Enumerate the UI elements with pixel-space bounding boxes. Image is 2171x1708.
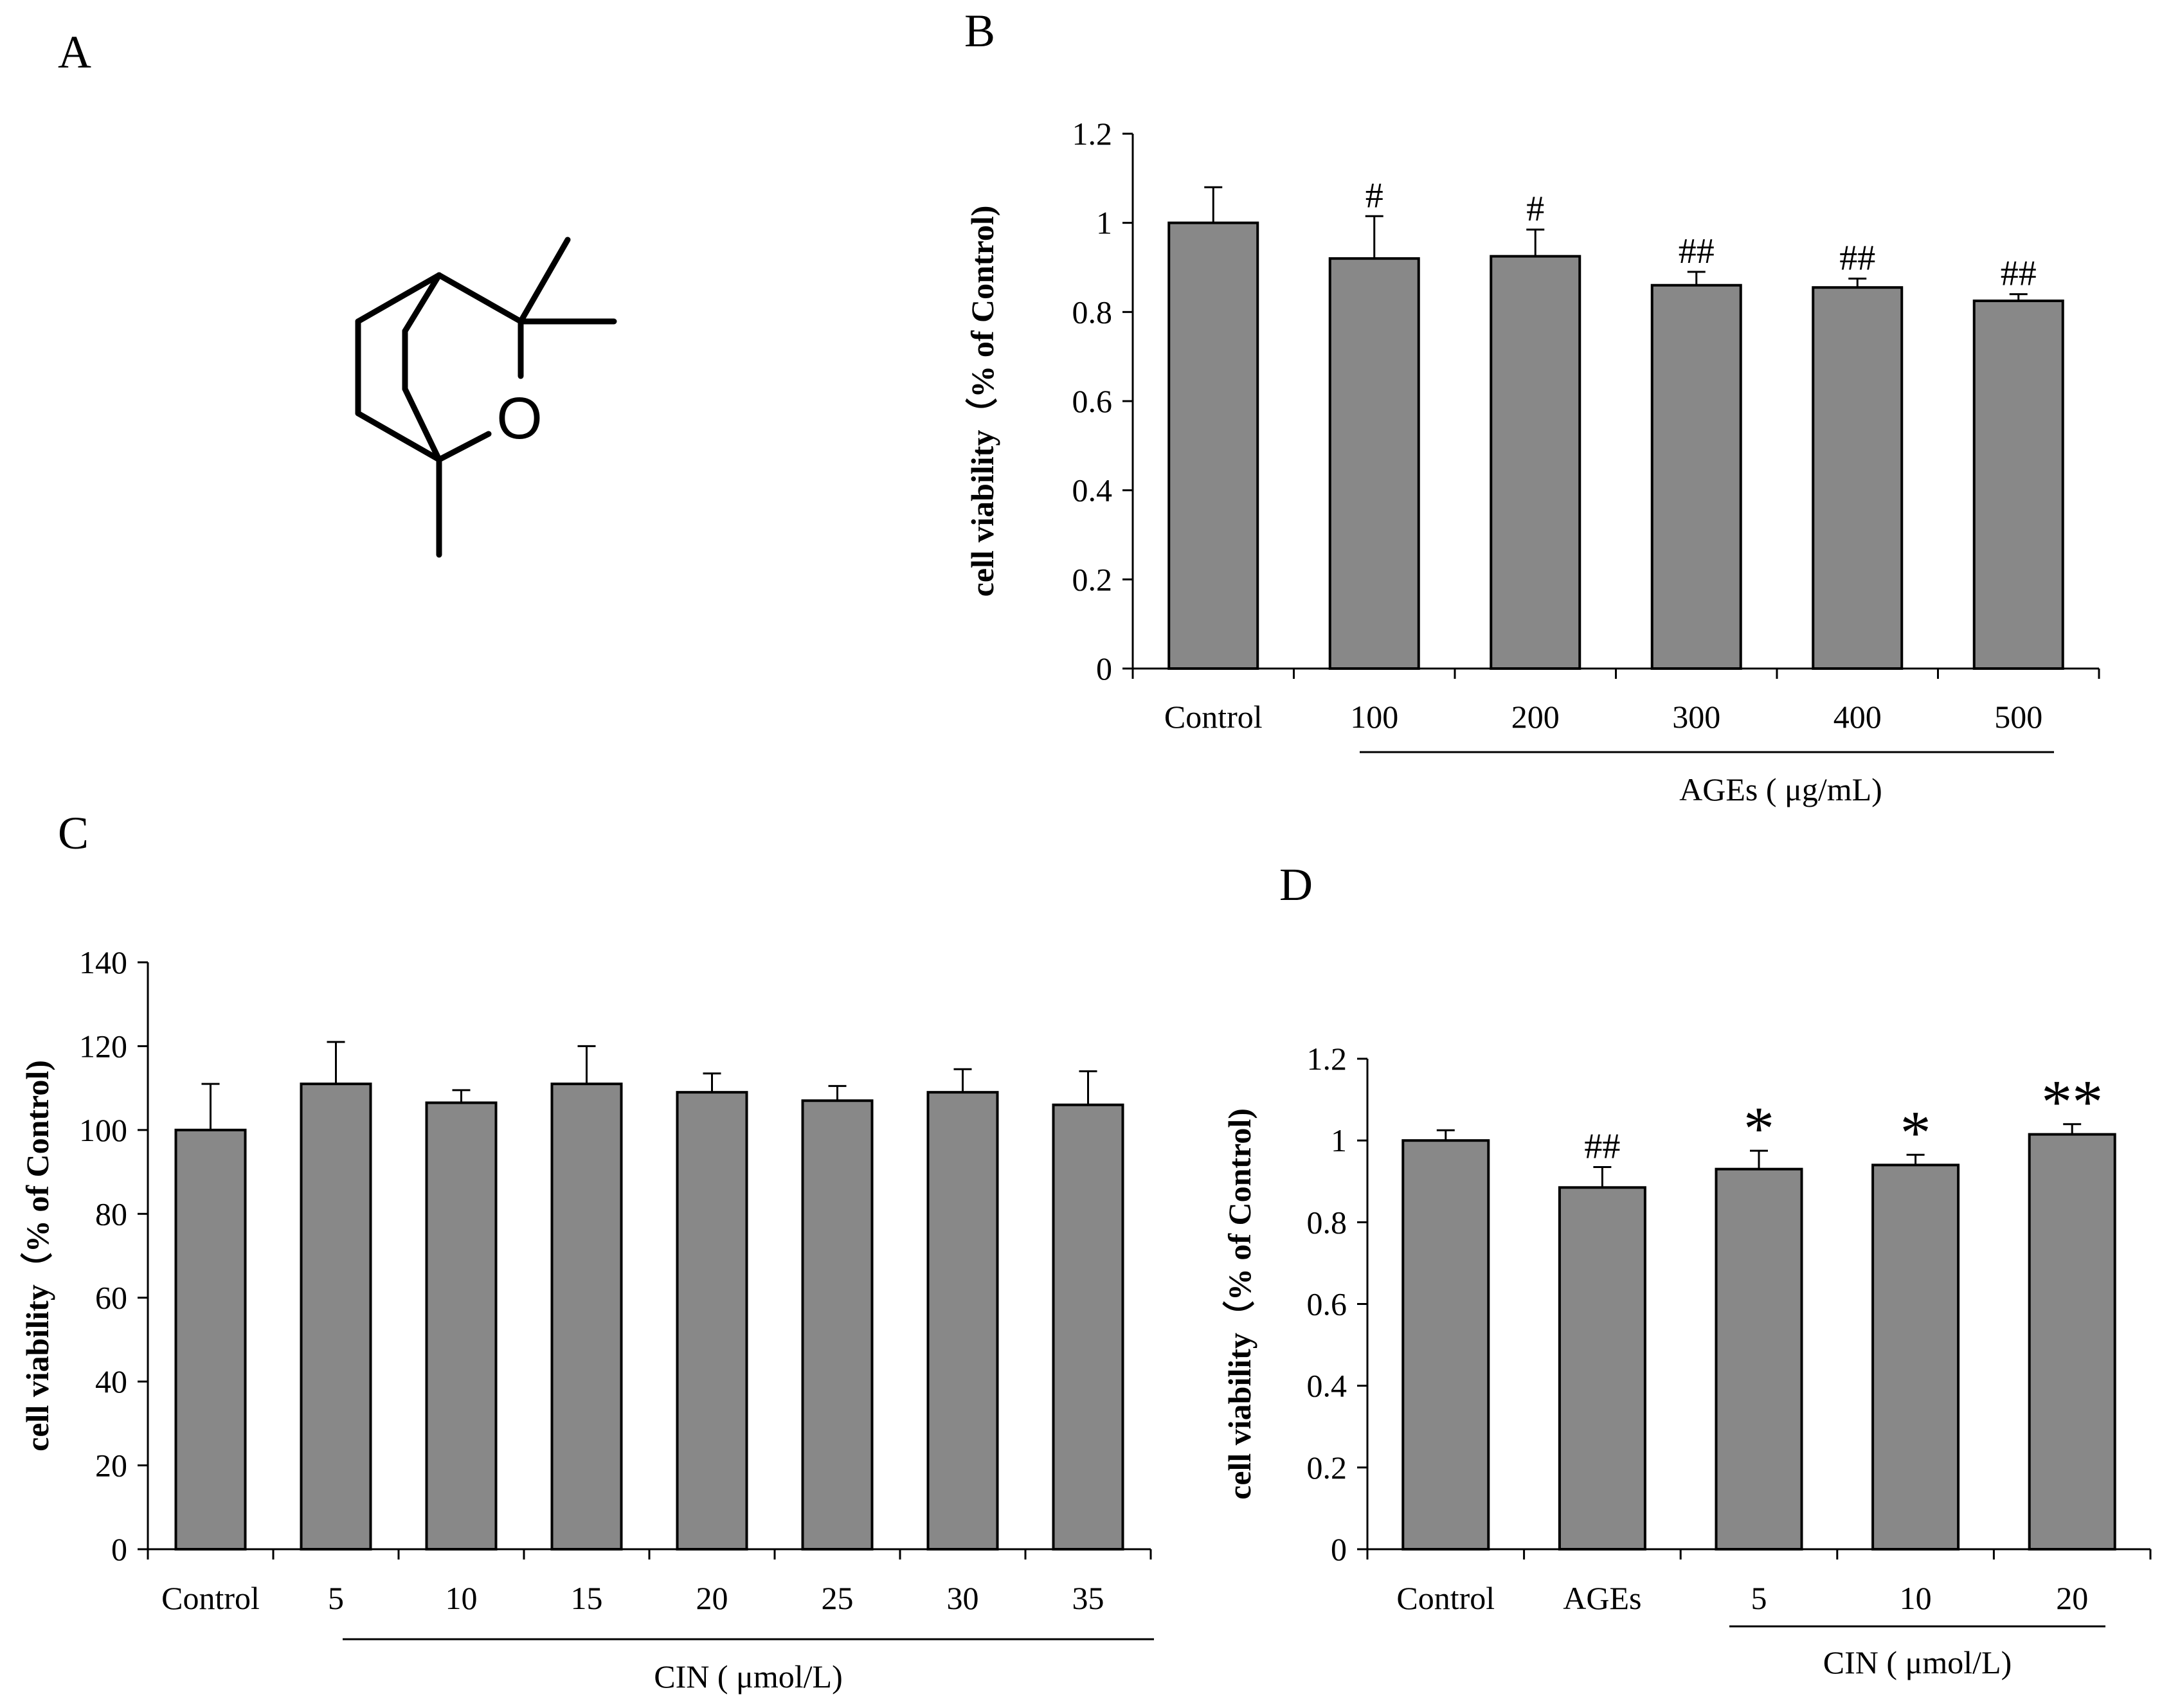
x-tick-label: 5 <box>1751 1580 1767 1616</box>
y-tick-label: 0.4 <box>1072 472 1113 508</box>
significance-mark: ## <box>1584 1126 1620 1166</box>
bond <box>355 410 442 463</box>
x-tick-label: 20 <box>696 1580 728 1616</box>
significance-mark: ## <box>2001 254 2037 294</box>
group-label: CIN ( μmol/L) <box>1823 1644 2012 1680</box>
bar <box>1490 255 1581 670</box>
y-tick-label: 0.8 <box>1072 294 1113 330</box>
x-tick-label: 100 <box>1350 699 1398 735</box>
x-tick-label: 5 <box>328 1580 344 1616</box>
y-tick-label: 80 <box>95 1196 127 1232</box>
x-tick-label: 500 <box>1994 699 2042 735</box>
significance-mark: # <box>1365 175 1383 215</box>
x-tick-label: 15 <box>571 1580 603 1616</box>
group-label: AGEs ( μg/mL) <box>1679 771 1882 807</box>
y-tick-label: 0.4 <box>1307 1368 1347 1404</box>
y-tick-label: 0.6 <box>1307 1286 1347 1322</box>
bond <box>518 237 571 325</box>
y-tick-label: 0 <box>1331 1531 1347 1567</box>
bar <box>425 1101 498 1551</box>
bar <box>174 1128 247 1551</box>
bar <box>1972 300 2064 670</box>
x-tick-label: 35 <box>1072 1580 1104 1616</box>
bar <box>1401 1139 1490 1551</box>
bond <box>402 386 442 463</box>
x-tick-label: 10 <box>1900 1580 1932 1616</box>
y-tick-label: 140 <box>79 944 127 980</box>
x-tick-label: AGEs <box>1563 1580 1641 1616</box>
y-tick-label: 0 <box>111 1531 127 1567</box>
bar <box>1812 286 1904 670</box>
molecule-structure: O <box>355 237 617 558</box>
bar <box>1871 1164 1960 1551</box>
oxygen-atom-label: O <box>496 386 543 451</box>
panel-label-b: B <box>964 5 995 57</box>
y-tick-label: 1 <box>1331 1122 1347 1158</box>
bond <box>436 272 524 325</box>
bar <box>676 1091 748 1551</box>
panel-label-d: D <box>1279 859 1313 910</box>
x-tick-label: 200 <box>1511 699 1560 735</box>
bar <box>550 1083 623 1551</box>
y-tick-label: 1 <box>1096 205 1112 241</box>
bar <box>926 1091 999 1551</box>
y-tick-label: 1.2 <box>1072 116 1113 152</box>
bar <box>1328 257 1420 670</box>
bond <box>436 431 492 463</box>
y-axis-label: cell viability（% of Control) <box>964 206 1000 597</box>
bar <box>1558 1186 1646 1551</box>
y-tick-label: 0.2 <box>1072 561 1113 597</box>
bar <box>1052 1103 1124 1551</box>
chart-c: 0 20 40 60 80 100 120 140 Control 5 10 15 20 25 30 35 CI… <box>19 944 1154 1695</box>
x-tick-label: 20 <box>2056 1580 2088 1616</box>
significance-mark: ## <box>1839 238 1875 278</box>
x-tick-label: Control <box>161 1580 260 1616</box>
y-tick-label: 1.2 <box>1307 1041 1347 1077</box>
panel-label-c: C <box>58 807 89 859</box>
bar <box>801 1099 874 1551</box>
bar <box>1650 283 1742 670</box>
x-tick-label: 25 <box>822 1580 854 1616</box>
bond <box>402 272 442 334</box>
y-tick-label: 60 <box>95 1280 127 1316</box>
group-label: CIN ( μmol/L) <box>654 1659 842 1695</box>
x-tick-label: Control <box>1164 699 1263 735</box>
y-tick-label: 0.6 <box>1072 383 1113 419</box>
y-tick-label: 0.2 <box>1307 1450 1347 1486</box>
significance-mark: ** <box>2041 1068 2103 1137</box>
x-tick-label: 30 <box>947 1580 979 1616</box>
significance-mark: # <box>1526 189 1544 229</box>
y-tick-label: 100 <box>79 1112 127 1148</box>
y-tick-label: 20 <box>95 1448 127 1484</box>
bar <box>1715 1167 1803 1551</box>
y-tick-label: 120 <box>79 1028 127 1064</box>
bond <box>355 272 442 325</box>
significance-mark: * <box>1743 1094 1774 1163</box>
x-tick-label: 300 <box>1672 699 1720 735</box>
y-tick-label: 0 <box>1096 651 1112 687</box>
y-tick-label: 40 <box>95 1363 127 1399</box>
y-tick-label: 0.8 <box>1307 1204 1347 1240</box>
bar <box>1167 221 1259 670</box>
y-axis-label: cell viability（% of Control) <box>19 1060 55 1452</box>
significance-mark: * <box>1900 1098 1931 1167</box>
bar <box>2028 1133 2116 1551</box>
panel-label-a: A <box>58 26 91 78</box>
significance-mark: ## <box>1679 231 1715 271</box>
bar <box>300 1083 372 1551</box>
y-axis-label: cell viability（% of Control) <box>1221 1108 1257 1500</box>
x-tick-label: 400 <box>1833 699 1882 735</box>
x-tick-label: 10 <box>446 1580 478 1616</box>
x-tick-label: Control <box>1396 1580 1495 1616</box>
